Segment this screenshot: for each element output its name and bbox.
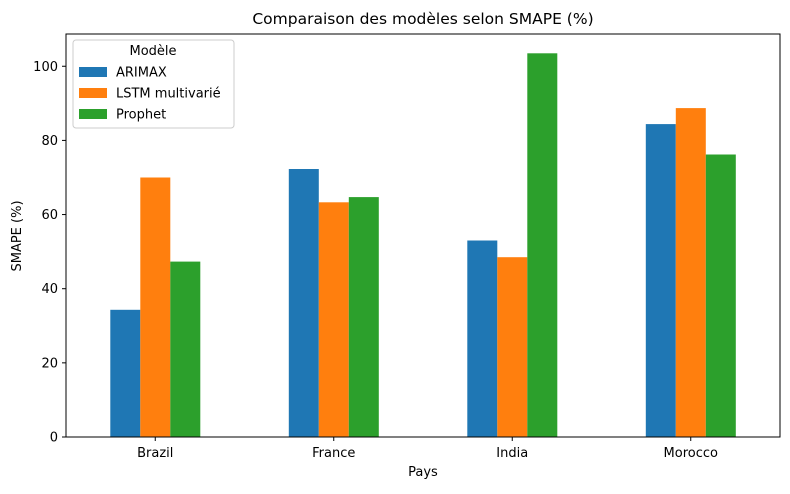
- y-axis-label: SMAPE (%): [10, 200, 25, 271]
- y-tick-label: 0: [50, 431, 58, 446]
- bar-prophet-france: [348, 197, 379, 437]
- bar-prophet-brazil: [170, 261, 201, 437]
- y-axis-ticks: 0 20 40 60 80 100: [33, 60, 66, 446]
- bar-lstm-multivari--france: [318, 202, 349, 437]
- y-tick-label: 80: [41, 134, 58, 149]
- legend-label: LSTM multivarié: [116, 87, 221, 102]
- y-tick-label: 20: [41, 356, 58, 371]
- bar-lstm-multivari--morocco: [675, 108, 706, 437]
- x-tick-label-morocco: Morocco: [664, 446, 718, 461]
- bar-arimax-india: [467, 240, 498, 437]
- bar-arimax-brazil: [110, 309, 141, 437]
- y-tick-label: 60: [41, 208, 58, 223]
- legend-swatch: [79, 109, 107, 119]
- x-axis-label: Pays: [408, 465, 438, 480]
- x-tick-label-brazil: Brazil: [137, 446, 173, 461]
- bar-arimax-france: [288, 169, 319, 437]
- legend-title: Modèle: [129, 44, 176, 59]
- bars-layer: [110, 53, 736, 438]
- y-tick-label: 40: [41, 282, 58, 297]
- bar-lstm-multivari--brazil: [140, 177, 171, 437]
- x-tick-label-india: India: [496, 446, 528, 461]
- legend-swatch: [79, 67, 107, 77]
- x-axis-ticks: Brazil France India Morocco: [137, 437, 718, 461]
- bar-arimax-morocco: [645, 124, 676, 437]
- x-tick-label-france: France: [312, 446, 355, 461]
- y-tick-label: 100: [33, 60, 58, 75]
- bar-prophet-morocco: [705, 154, 736, 437]
- legend-swatch: [79, 88, 107, 98]
- legend: Modèle ARIMAX LSTM multivarié Prophet: [72, 39, 235, 129]
- bar-lstm-multivari--india: [497, 257, 528, 437]
- legend-box: [72, 39, 235, 129]
- chart-title: Comparaison des modèles selon SMAPE (%): [252, 10, 593, 28]
- legend-label: ARIMAX: [116, 66, 167, 81]
- plot-area-frame: [65, 33, 781, 438]
- legend-label: Prophet: [116, 108, 166, 123]
- bar-prophet-india: [527, 53, 558, 438]
- legend-entries: ARIMAX LSTM multivarié Prophet: [79, 66, 221, 123]
